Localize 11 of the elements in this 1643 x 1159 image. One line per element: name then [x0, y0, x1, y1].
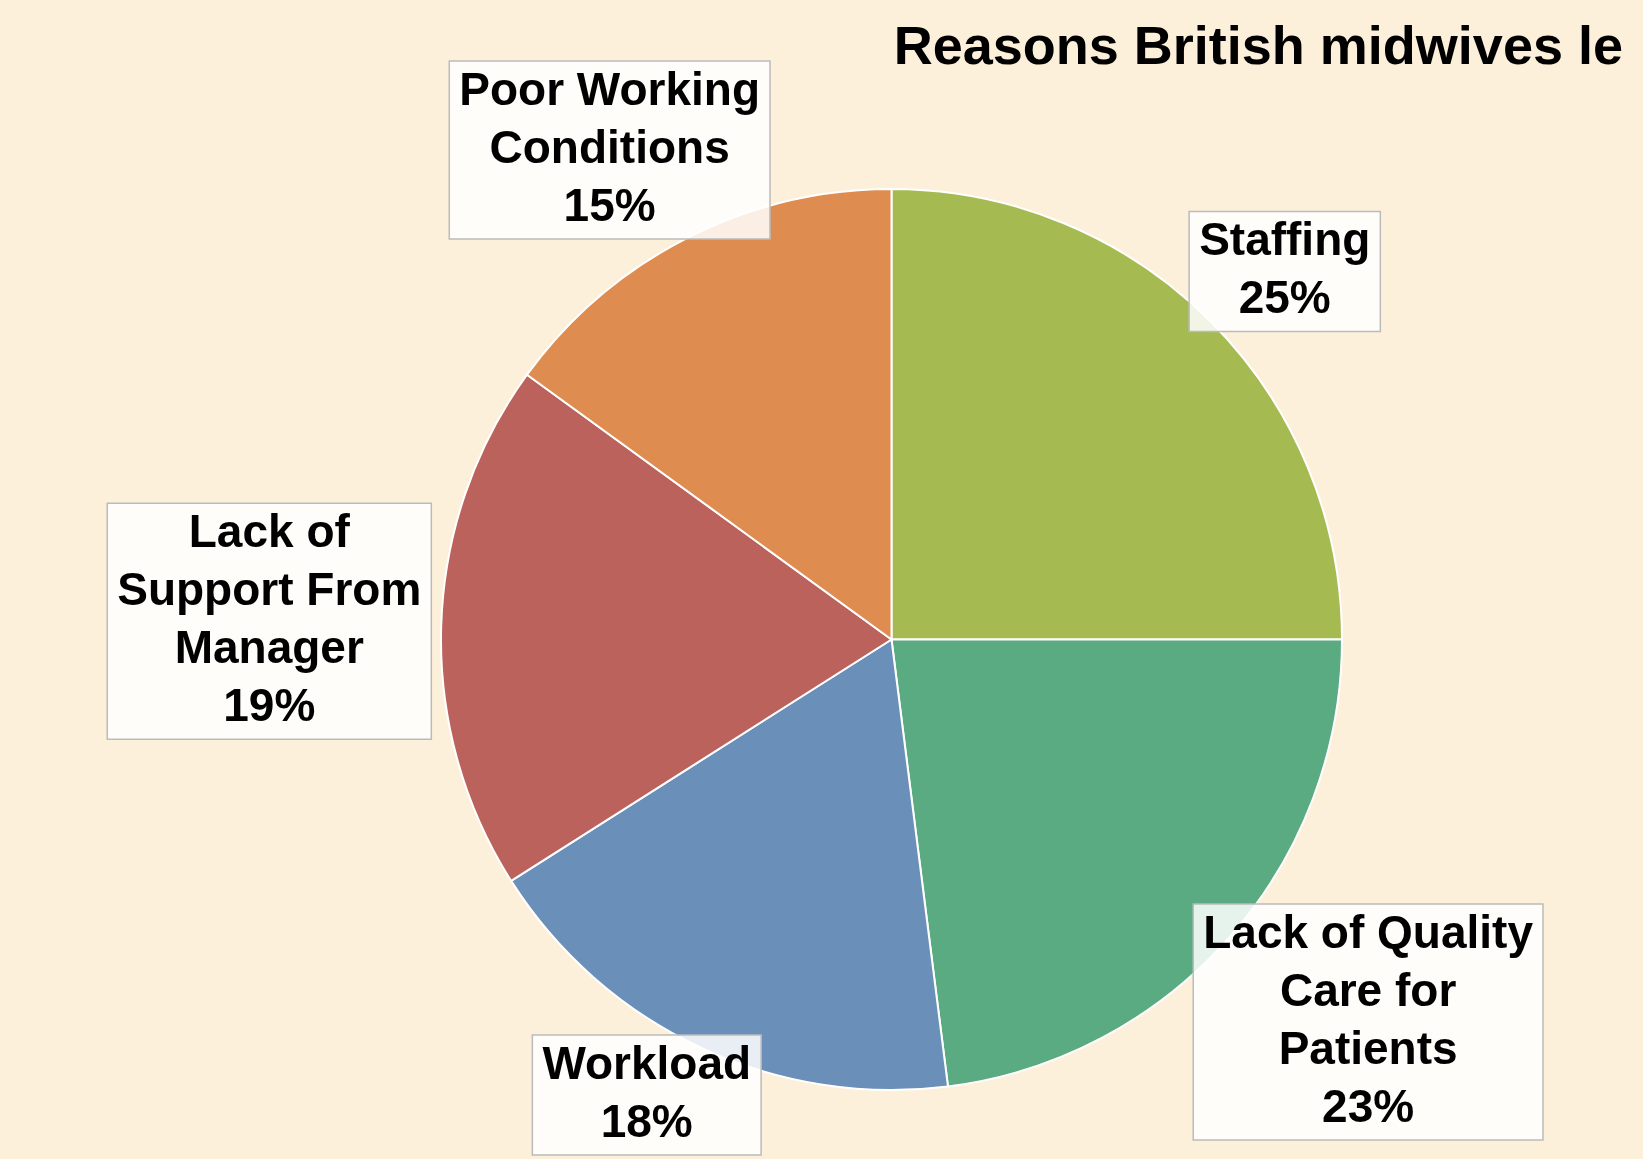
slice-label: Workload	[542, 1036, 752, 1089]
data-label: 23%	[1322, 1079, 1415, 1132]
data-label: 18%	[600, 1094, 693, 1147]
slice-label: Lack of Support From Manager	[117, 505, 422, 674]
slice-label: Poor Working Conditions	[459, 62, 760, 173]
data-label: 19%	[223, 679, 316, 732]
data-label: 15%	[563, 178, 656, 231]
chart-title: Reasons British midwives le	[893, 14, 1623, 76]
slice-label: Staffing	[1199, 213, 1371, 266]
slice-label: Lack of Quality Care for Patients	[1203, 905, 1534, 1074]
data-label: 25%	[1238, 271, 1331, 324]
